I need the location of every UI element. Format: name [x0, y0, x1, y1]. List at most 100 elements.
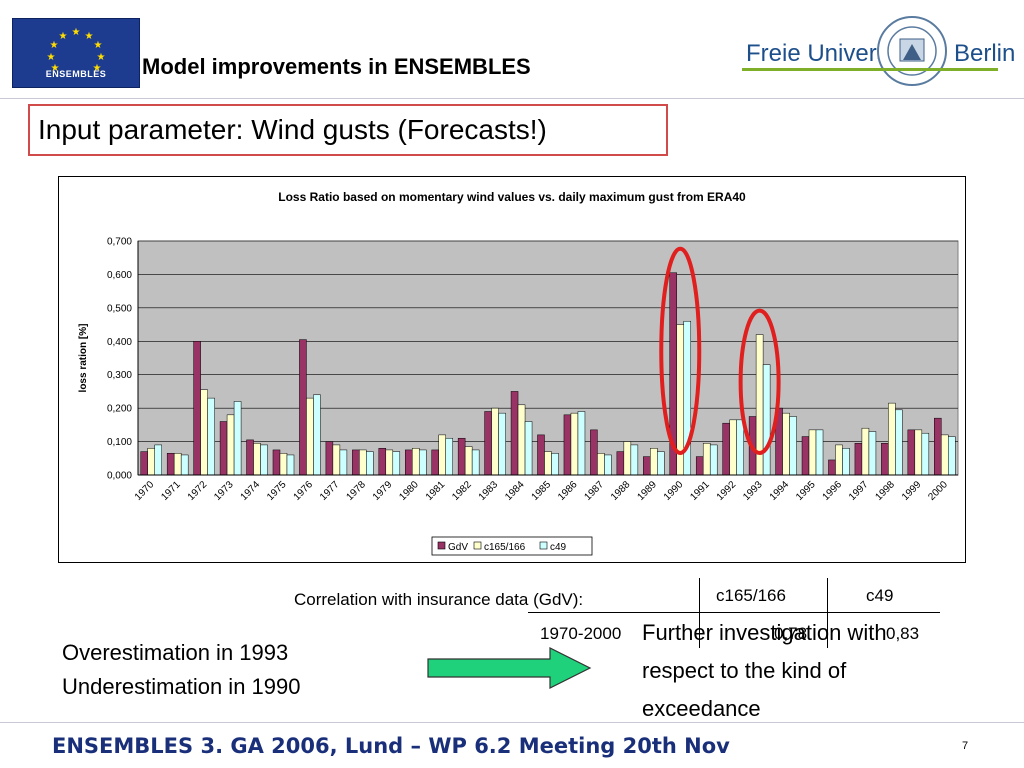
correlation-header-c165: c165/166	[716, 586, 786, 605]
bar-c49	[154, 444, 162, 476]
bar-c165166	[491, 407, 499, 476]
y-tick-label: 0,000	[107, 471, 132, 482]
note-overestimation: Overestimation in 1993	[62, 640, 289, 665]
bar-c165166	[623, 441, 632, 476]
bar-c49	[180, 454, 189, 476]
bar-c165166	[517, 404, 526, 476]
legend-box	[431, 536, 593, 556]
bar-c49	[471, 449, 480, 476]
bar-gdv	[590, 429, 598, 476]
x-tick-label: 1991	[688, 479, 712, 503]
bar-c165166	[226, 414, 235, 476]
bar-c165166	[438, 434, 446, 476]
bar-c49	[286, 454, 295, 476]
x-tick-label: 1983	[477, 479, 501, 503]
x-tick-label: 1987	[583, 479, 607, 503]
footer-text: ENSEMBLES 3. GA 2006, Lund – WP 6.2 Meet…	[52, 734, 730, 758]
bar-c165166	[279, 453, 288, 476]
bar-c49	[418, 449, 427, 476]
x-tick-label: 1996	[821, 479, 845, 503]
x-tick-label: 1982	[450, 479, 474, 503]
x-tick-label: 1993	[741, 479, 765, 503]
bar-gdv	[352, 449, 360, 476]
x-tick-label: 1994	[768, 479, 792, 503]
bar-c49	[445, 437, 453, 476]
bar-c165166	[597, 453, 605, 476]
correlation-period: 1970-2000	[540, 624, 622, 643]
x-tick-label: 1973	[212, 479, 236, 503]
bar-c49	[313, 394, 321, 476]
bar-c49	[260, 444, 268, 476]
bar-c49	[921, 432, 930, 476]
y-tick-label: 0,500	[107, 303, 132, 314]
bar-c165166	[411, 448, 420, 476]
logo-underline	[742, 68, 998, 71]
x-tick-label: 1978	[344, 479, 368, 503]
bar-c165166	[173, 453, 182, 476]
bar-gdv	[801, 436, 810, 476]
table-divider	[699, 578, 700, 648]
legend-swatch	[539, 541, 548, 550]
x-tick-label: 1977	[318, 479, 342, 503]
x-tick-label: 1986	[556, 479, 580, 503]
legend-label: c49	[550, 542, 567, 553]
correlation-label: Correlation with insurance data (GdV):	[294, 590, 584, 609]
bar-c165166	[861, 427, 870, 476]
bar-c49	[789, 416, 797, 476]
x-tick-label: 1990	[662, 479, 686, 503]
bar-gdv	[219, 421, 228, 476]
bar-gdv	[431, 449, 439, 476]
legend-label: GdV	[448, 542, 468, 553]
bar-gdv	[695, 456, 704, 476]
bar-c165166	[941, 434, 949, 476]
subtitle-frame	[28, 104, 668, 156]
bar-c165166	[888, 402, 896, 476]
legend-label: c165/166	[484, 542, 526, 553]
bar-gdv	[166, 453, 175, 476]
bar-c165166	[200, 389, 208, 476]
correlation-value-c49: 0,83	[886, 624, 920, 643]
bar-c165166	[147, 448, 155, 476]
bar-gdv	[616, 451, 625, 476]
bar-c49	[577, 411, 586, 476]
bar-gdv	[828, 459, 836, 476]
bar-gdv	[484, 411, 492, 476]
bar-gdv	[643, 456, 651, 476]
eu-stars-icon: ★ ★★ ★★★ ★★ ★	[47, 27, 106, 74]
footer-divider	[0, 722, 1024, 723]
svg-text:★: ★	[50, 40, 59, 51]
y-tick-label: 0,400	[107, 337, 132, 348]
y-tick-label: 0,700	[107, 237, 132, 248]
bar-c165166	[835, 444, 843, 476]
bar-c165166	[385, 449, 394, 476]
note-underestimation: Underestimation in 1990	[62, 674, 301, 699]
bar-gdv	[563, 414, 572, 476]
x-tick-label: 1980	[397, 479, 421, 503]
bar-gdv	[457, 437, 466, 476]
bar-c165166	[306, 397, 314, 476]
legend-swatch	[437, 541, 446, 550]
svg-text:★: ★	[85, 31, 94, 42]
chart-title: Loss Ratio based on momentary wind value…	[278, 190, 746, 204]
x-tick-label: 1970	[133, 479, 157, 503]
bar-c49	[604, 454, 612, 476]
x-tick-label: 1992	[715, 479, 739, 503]
bar-c49	[842, 448, 850, 476]
bar-c165166	[650, 448, 658, 476]
bar-c165166	[914, 429, 923, 476]
bar-c165166	[359, 449, 367, 476]
ensembles-logo: ★ ★ ★ ★ ★ ★ ★ ★ ★ ENSEMBLES	[12, 18, 140, 88]
y-tick-label: 0,600	[107, 270, 132, 281]
table-divider	[528, 612, 940, 613]
bar-c165166	[782, 412, 790, 476]
x-tick-label: 1976	[292, 479, 316, 503]
bar-c49	[657, 451, 665, 476]
bar-c49	[868, 431, 877, 476]
y-tick-label: 0,200	[107, 404, 132, 415]
bar-c165166	[253, 442, 261, 476]
bar-c49	[366, 451, 374, 476]
svg-text:★: ★	[72, 27, 81, 38]
x-tick-label: 1989	[635, 479, 659, 503]
bar-c49	[895, 409, 903, 476]
bar-c49	[392, 451, 401, 476]
